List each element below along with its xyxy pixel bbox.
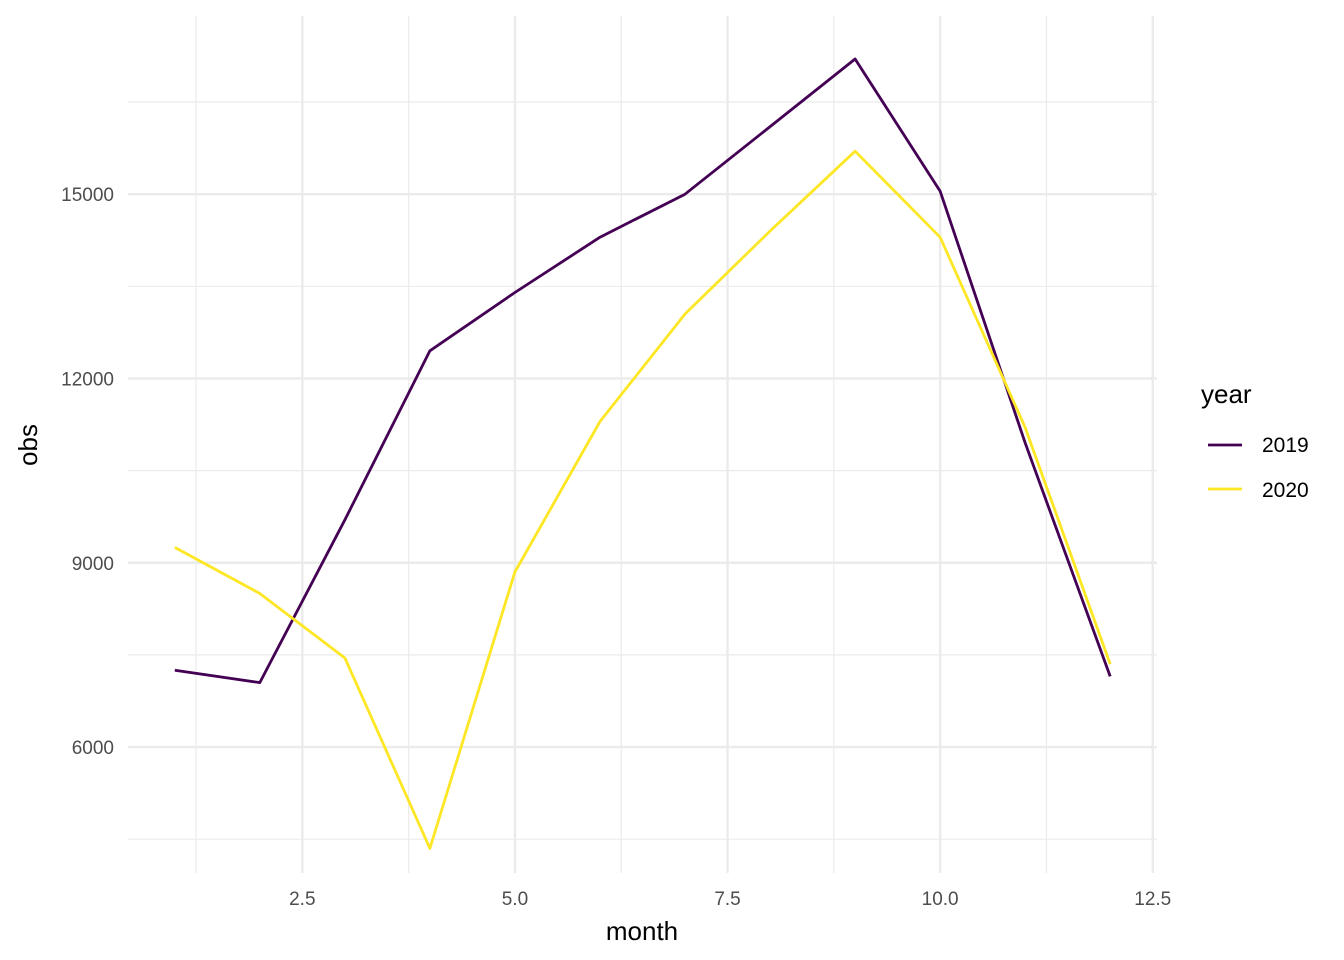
x-axis-title: month xyxy=(606,916,678,946)
y-axis-title: obs xyxy=(13,424,43,466)
y-axis-ticks: 6000 9000 12000 15000 xyxy=(61,185,114,759)
y-tick-label: 12000 xyxy=(61,369,114,390)
legend: year 2019 2020 xyxy=(1201,379,1309,502)
legend-label-2019: 2019 xyxy=(1262,434,1309,457)
x-tick-label: 10.0 xyxy=(922,889,959,910)
legend-label-2020: 2020 xyxy=(1262,479,1309,502)
y-tick-label: 9000 xyxy=(72,554,114,575)
x-tick-label: 2.5 xyxy=(289,889,315,910)
series-lines xyxy=(174,57,1112,850)
x-tick-label: 12.5 xyxy=(1134,889,1171,910)
series-line-2020 xyxy=(174,149,1112,850)
x-axis-ticks: 2.5 5.0 7.5 10.0 12.5 xyxy=(289,889,1171,910)
grid xyxy=(128,16,1157,873)
y-tick-label: 6000 xyxy=(72,738,114,759)
x-tick-label: 5.0 xyxy=(502,889,528,910)
legend-title: year xyxy=(1201,379,1252,409)
series-line-2019 xyxy=(174,57,1112,684)
y-tick-label: 15000 xyxy=(61,185,114,206)
x-tick-label: 7.5 xyxy=(714,889,740,910)
